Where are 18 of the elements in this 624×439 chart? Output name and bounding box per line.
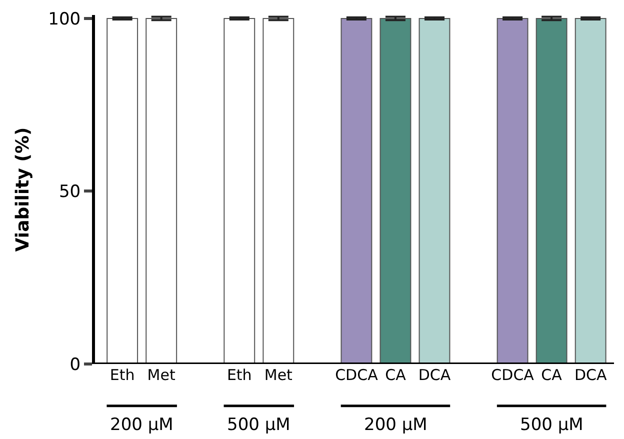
x-tick-label: CDCA [335, 366, 379, 384]
y-tick-label: 50 [58, 182, 81, 202]
text: 200 µM [110, 415, 174, 435]
text: 200 µM [364, 415, 428, 435]
x-tick-label: CDCA [491, 366, 535, 384]
x-tick-label: Met [264, 366, 293, 384]
text: 500 µM [227, 415, 290, 435]
x-tick-label: CA [385, 366, 407, 384]
y-axis-title: Viability (%) [12, 127, 34, 252]
x-tick-label: CA [541, 366, 563, 384]
x-tick-label: DCA [574, 366, 608, 384]
y-tick-label: 0 [70, 354, 81, 375]
x-tick-label: Eth [226, 366, 252, 384]
x-tick-label: DCA [418, 366, 452, 384]
x-tick-label: Eth [110, 366, 135, 384]
y-tick-label: 100 [48, 9, 81, 30]
text: 500 µM [520, 415, 584, 435]
x-tick-label: Met [147, 366, 176, 384]
